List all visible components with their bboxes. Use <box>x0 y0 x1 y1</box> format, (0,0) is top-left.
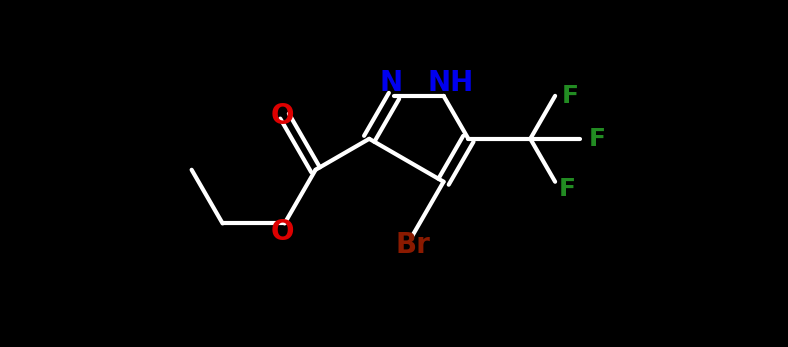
Text: F: F <box>562 84 578 108</box>
Text: F: F <box>589 127 606 151</box>
Text: N: N <box>380 69 403 98</box>
Text: O: O <box>270 218 294 246</box>
Text: F: F <box>559 177 576 201</box>
Text: NH: NH <box>428 69 474 98</box>
Text: Br: Br <box>395 231 430 259</box>
Text: O: O <box>270 102 294 130</box>
